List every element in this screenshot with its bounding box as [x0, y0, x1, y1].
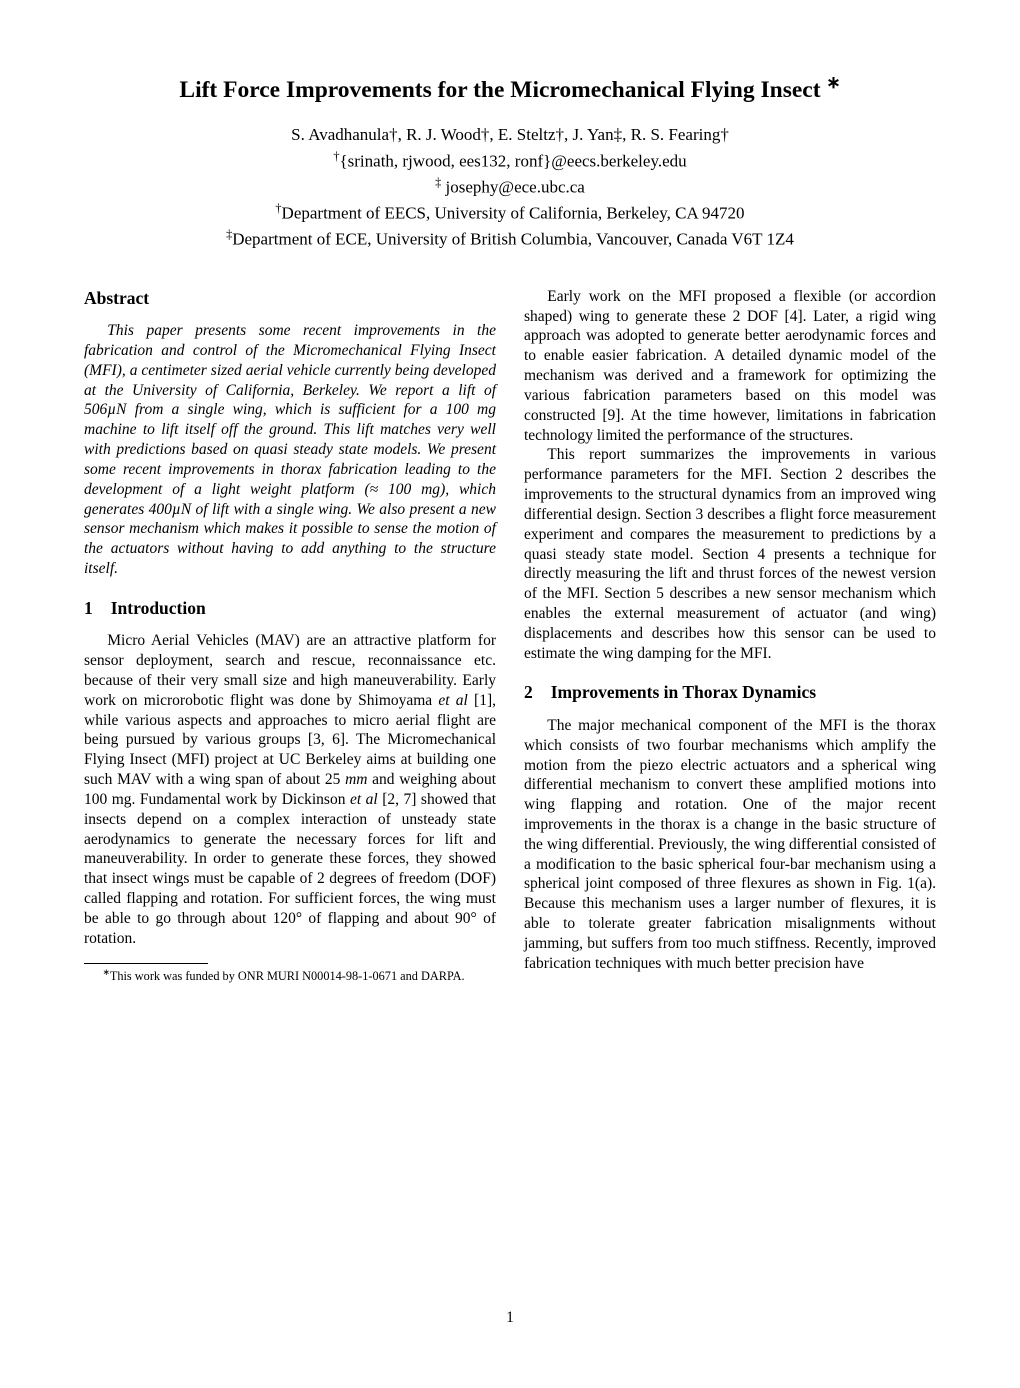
abstract-val-lift2: 400µN [149, 501, 192, 518]
abstract-text-a: This paper presents some recent improvem… [84, 322, 496, 398]
section-2-heading: 2 Improvements in Thorax Dynamics [524, 681, 936, 703]
abstract-val-mass2: 100 mg [388, 481, 440, 498]
abstract-text-c: from a single wing, which is sufficient … [127, 401, 446, 418]
s1-mm: mm [345, 771, 367, 788]
two-column-body: Abstract This paper presents some recent… [84, 287, 936, 1285]
section-1-paragraph: Micro Aerial Vehicles (MAV) are an attra… [84, 631, 496, 948]
authors-block: S. Avadhanula†, R. J. Wood†, E. Steltz†,… [84, 123, 936, 253]
affiliation-1: †Department of EECS, University of Calif… [84, 200, 936, 226]
email-line-2: ‡ josephy@ece.ubc.ca [84, 174, 936, 200]
section-2-number: 2 [524, 681, 533, 703]
s1-text-a: Micro Aerial Vehicles (MAV) are an attra… [84, 632, 496, 708]
abstract-heading: Abstract [84, 287, 496, 309]
col2-paragraph-1: Early work on the MFI proposed a flexibl… [524, 287, 936, 446]
col2-paragraph-2: This report summarizes the improvements … [524, 445, 936, 663]
email-line-1: †{srinath, rjwood, ees132, ronf}@eecs.be… [84, 148, 936, 174]
paper-title: Lift Force Improvements for the Micromec… [84, 72, 936, 105]
abstract-val-lift: 506µN [84, 401, 127, 418]
footnote-marker: ∗ [102, 967, 109, 977]
section-1-number: 1 [84, 597, 93, 619]
affil1-text: Department of EECS, University of Califo… [282, 204, 745, 223]
s1-etal-1: et al [438, 692, 467, 709]
page-number: 1 [84, 1308, 936, 1328]
affiliation-2: ‡Department of ECE, University of Britis… [84, 226, 936, 252]
abstract-val-mass: 100 mg [446, 401, 496, 418]
section-2-title: Improvements in Thorax Dynamics [551, 682, 816, 702]
title-text: Lift Force Improvements for the Micromec… [179, 77, 820, 103]
title-footnote-marker: ∗ [826, 73, 840, 92]
footnote-text: This work was funded by ONR MURI N00014-… [110, 969, 465, 983]
section-1-title: Introduction [111, 598, 206, 618]
email2-text: josephy@ece.ubc.ca [441, 178, 585, 197]
affil2-text: Department of ECE, University of British… [232, 230, 794, 249]
email1-text: {srinath, rjwood, ees132, ronf}@eecs.ber… [339, 151, 686, 170]
s1-text-d: [2, 7] showed that insects depend on a c… [84, 791, 496, 947]
section-2-paragraph: The major mechanical component of the MF… [524, 716, 936, 974]
abstract-body: This paper presents some recent improvem… [84, 321, 496, 579]
s1-etal-2: et al [350, 791, 378, 808]
footnote: ∗This work was funded by ONR MURI N00014… [84, 967, 496, 985]
footnote-rule [84, 963, 208, 964]
authors-line: S. Avadhanula†, R. J. Wood†, E. Steltz†,… [84, 123, 936, 148]
section-1-heading: 1 Introduction [84, 597, 496, 619]
abstract-paragraph: This paper presents some recent improvem… [84, 321, 496, 579]
